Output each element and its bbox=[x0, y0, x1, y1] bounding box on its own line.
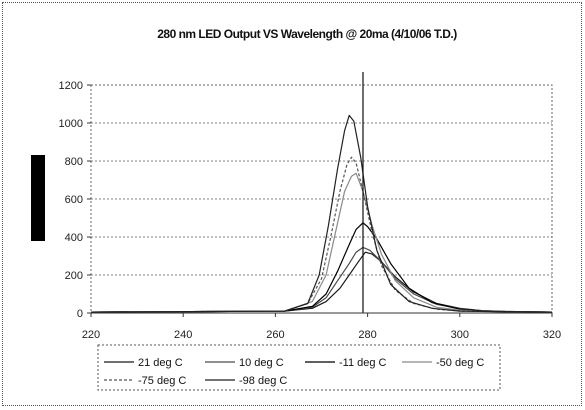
x-tick-label: 320 bbox=[543, 329, 561, 341]
series-line-4 bbox=[90, 156, 553, 313]
x-tick-label: 220 bbox=[82, 329, 100, 341]
x-tick-label: 280 bbox=[358, 329, 376, 341]
black-marker-bar bbox=[31, 155, 45, 241]
chart-title: 280 nm LED Output VS Wavelength @ 20ma (… bbox=[157, 27, 457, 41]
legend-label-4: -75 deg C bbox=[138, 375, 186, 387]
y-tick-label: 0 bbox=[77, 308, 83, 320]
x-axis-ticks: 220 240 260 280 300 320 bbox=[82, 313, 561, 341]
legend-label-5: -98 deg C bbox=[239, 375, 287, 387]
series-line-5 bbox=[90, 114, 553, 313]
gridlines bbox=[91, 122, 552, 276]
y-tick-label: 200 bbox=[65, 270, 83, 282]
chart-frame bbox=[2, 2, 582, 406]
legend-box bbox=[97, 344, 501, 391]
series-line-2 bbox=[90, 222, 553, 313]
x-tick-label: 300 bbox=[451, 329, 469, 341]
y-tick-label: 400 bbox=[65, 232, 83, 244]
y-tick-label: 1200 bbox=[59, 80, 83, 92]
y-tick-label: 1000 bbox=[59, 118, 83, 130]
legend: 21 deg C 10 deg C -11 deg C -50 deg C -75 de… bbox=[104, 357, 484, 387]
series-lines bbox=[90, 114, 553, 313]
x-tick-label: 260 bbox=[266, 329, 284, 341]
series-line-3 bbox=[90, 172, 553, 313]
legend-label-0: 21 deg C bbox=[138, 357, 183, 369]
legend-label-1: 10 deg C bbox=[239, 357, 284, 369]
y-tick-label: 600 bbox=[65, 194, 83, 206]
legend-label-3: -50 deg C bbox=[436, 357, 484, 369]
legend-label-2: -11 deg C bbox=[339, 357, 387, 369]
x-tick-label: 240 bbox=[174, 329, 192, 341]
y-tick-label: 800 bbox=[65, 156, 83, 168]
y-axis-ticks: 0 200 400 600 800 1000 1200 bbox=[59, 80, 91, 320]
